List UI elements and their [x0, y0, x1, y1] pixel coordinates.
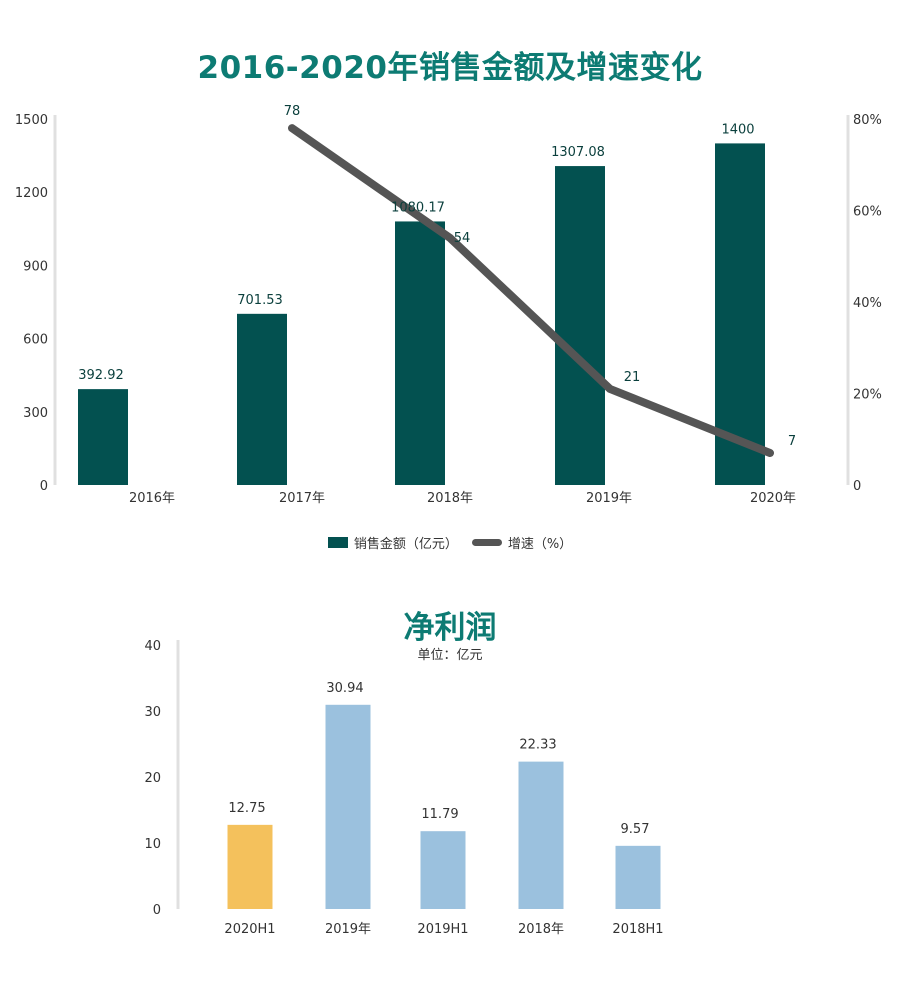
profit-x-tick: 2019年 [325, 922, 371, 937]
sales-bar-label: 1400 [721, 122, 754, 137]
sales-bar [78, 389, 128, 485]
profit-axis-tick: 20 [144, 771, 161, 786]
profit-axis-tick: 10 [144, 837, 161, 852]
profit-bar [615, 845, 661, 909]
profit-bar [420, 831, 466, 909]
profit-chart: 净利润 单位：亿元 0 10 20 30 40 12.75 30.94 11.79 22.33 9… [0, 590, 900, 990]
x-axis-tick: 2020年 [750, 491, 796, 506]
right-axis-tick: 80% [853, 113, 882, 128]
x-axis-tick: 2018年 [427, 491, 473, 506]
sales-bar [395, 221, 445, 485]
right-axis-tick: 60% [853, 205, 882, 220]
sales-bar-label: 701.53 [237, 293, 283, 308]
profit-bar [227, 824, 273, 909]
legend-item-sales[interactable]: 销售金额（亿元） [327, 533, 458, 552]
profit-axis-tick: 40 [144, 639, 161, 654]
left-axis-tick: 1500 [15, 113, 48, 128]
left-axis-tick: 300 [23, 406, 48, 421]
left-axis-tick: 1200 [15, 186, 48, 201]
x-axis-tick: 2017年 [279, 491, 325, 506]
sales-chart-legend: 销售金额（亿元） 增速（%） [0, 533, 900, 552]
sales-chart-plot: 0 300 600 900 1200 1500 0 20% 40% 60% 80% 2016年 2017… [15, 104, 882, 506]
profit-x-tick: 2019H1 [417, 922, 468, 937]
x-axis-tick: 2016年 [129, 491, 175, 506]
profit-bar-label: 11.79 [421, 807, 458, 822]
legend-swatch-line [471, 539, 502, 546]
sales-bar-label: 1080.17 [391, 200, 445, 215]
left-axis-tick: 600 [23, 333, 48, 348]
right-axis-tick: 40% [853, 296, 882, 311]
legend-label-sales: 销售金额（亿元） [353, 537, 458, 552]
profit-x-tick: 2018年 [518, 922, 564, 937]
profit-bar [325, 704, 371, 909]
sales-bar [237, 313, 287, 485]
growth-line-label: 7 [788, 434, 796, 449]
growth-line-label: 21 [624, 370, 641, 385]
profit-x-tick: 2018H1 [612, 922, 663, 937]
sales-bar-label: 1307.08 [551, 145, 605, 160]
sales-chart-title: 2016-2020年销售金额及增速变化 [197, 50, 703, 86]
legend-label-growth: 增速（%） [507, 537, 573, 552]
growth-line [288, 124, 774, 457]
sales-bar-label: 392.92 [78, 368, 124, 383]
profit-axis-tick: 0 [153, 903, 161, 918]
profit-bar [518, 761, 564, 909]
growth-line-label: 54 [454, 231, 471, 246]
profit-x-tick: 2020H1 [224, 922, 275, 937]
profit-axis-tick: 30 [144, 705, 161, 720]
right-axis-tick: 20% [853, 388, 882, 403]
sales-bar [555, 166, 605, 485]
growth-line-label: 78 [284, 104, 301, 119]
left-axis-tick: 900 [23, 259, 48, 274]
sales-chart: 2016-2020年销售金额及增速变化 0 300 600 900 1200 1500 0 2… [0, 50, 900, 552]
right-axis-tick: 0 [853, 479, 861, 494]
left-axis-tick: 0 [40, 479, 48, 494]
legend-swatch-bar [327, 537, 348, 548]
profit-bar-label: 22.33 [519, 738, 556, 753]
profit-bar-label: 9.57 [621, 822, 650, 837]
profit-chart-unit: 单位：亿元 [417, 648, 483, 663]
x-axis-tick: 2019年 [586, 491, 632, 506]
profit-chart-title: 净利润 [403, 610, 497, 646]
sales-bar [715, 143, 765, 485]
profit-bar-label: 12.75 [228, 801, 265, 816]
profit-chart-plot: 0 10 20 30 40 12.75 30.94 11.79 22.33 9.57 2020H1 2… [144, 639, 663, 937]
profit-bar-label: 30.94 [326, 681, 363, 696]
legend-item-growth[interactable]: 增速（%） [471, 533, 573, 552]
